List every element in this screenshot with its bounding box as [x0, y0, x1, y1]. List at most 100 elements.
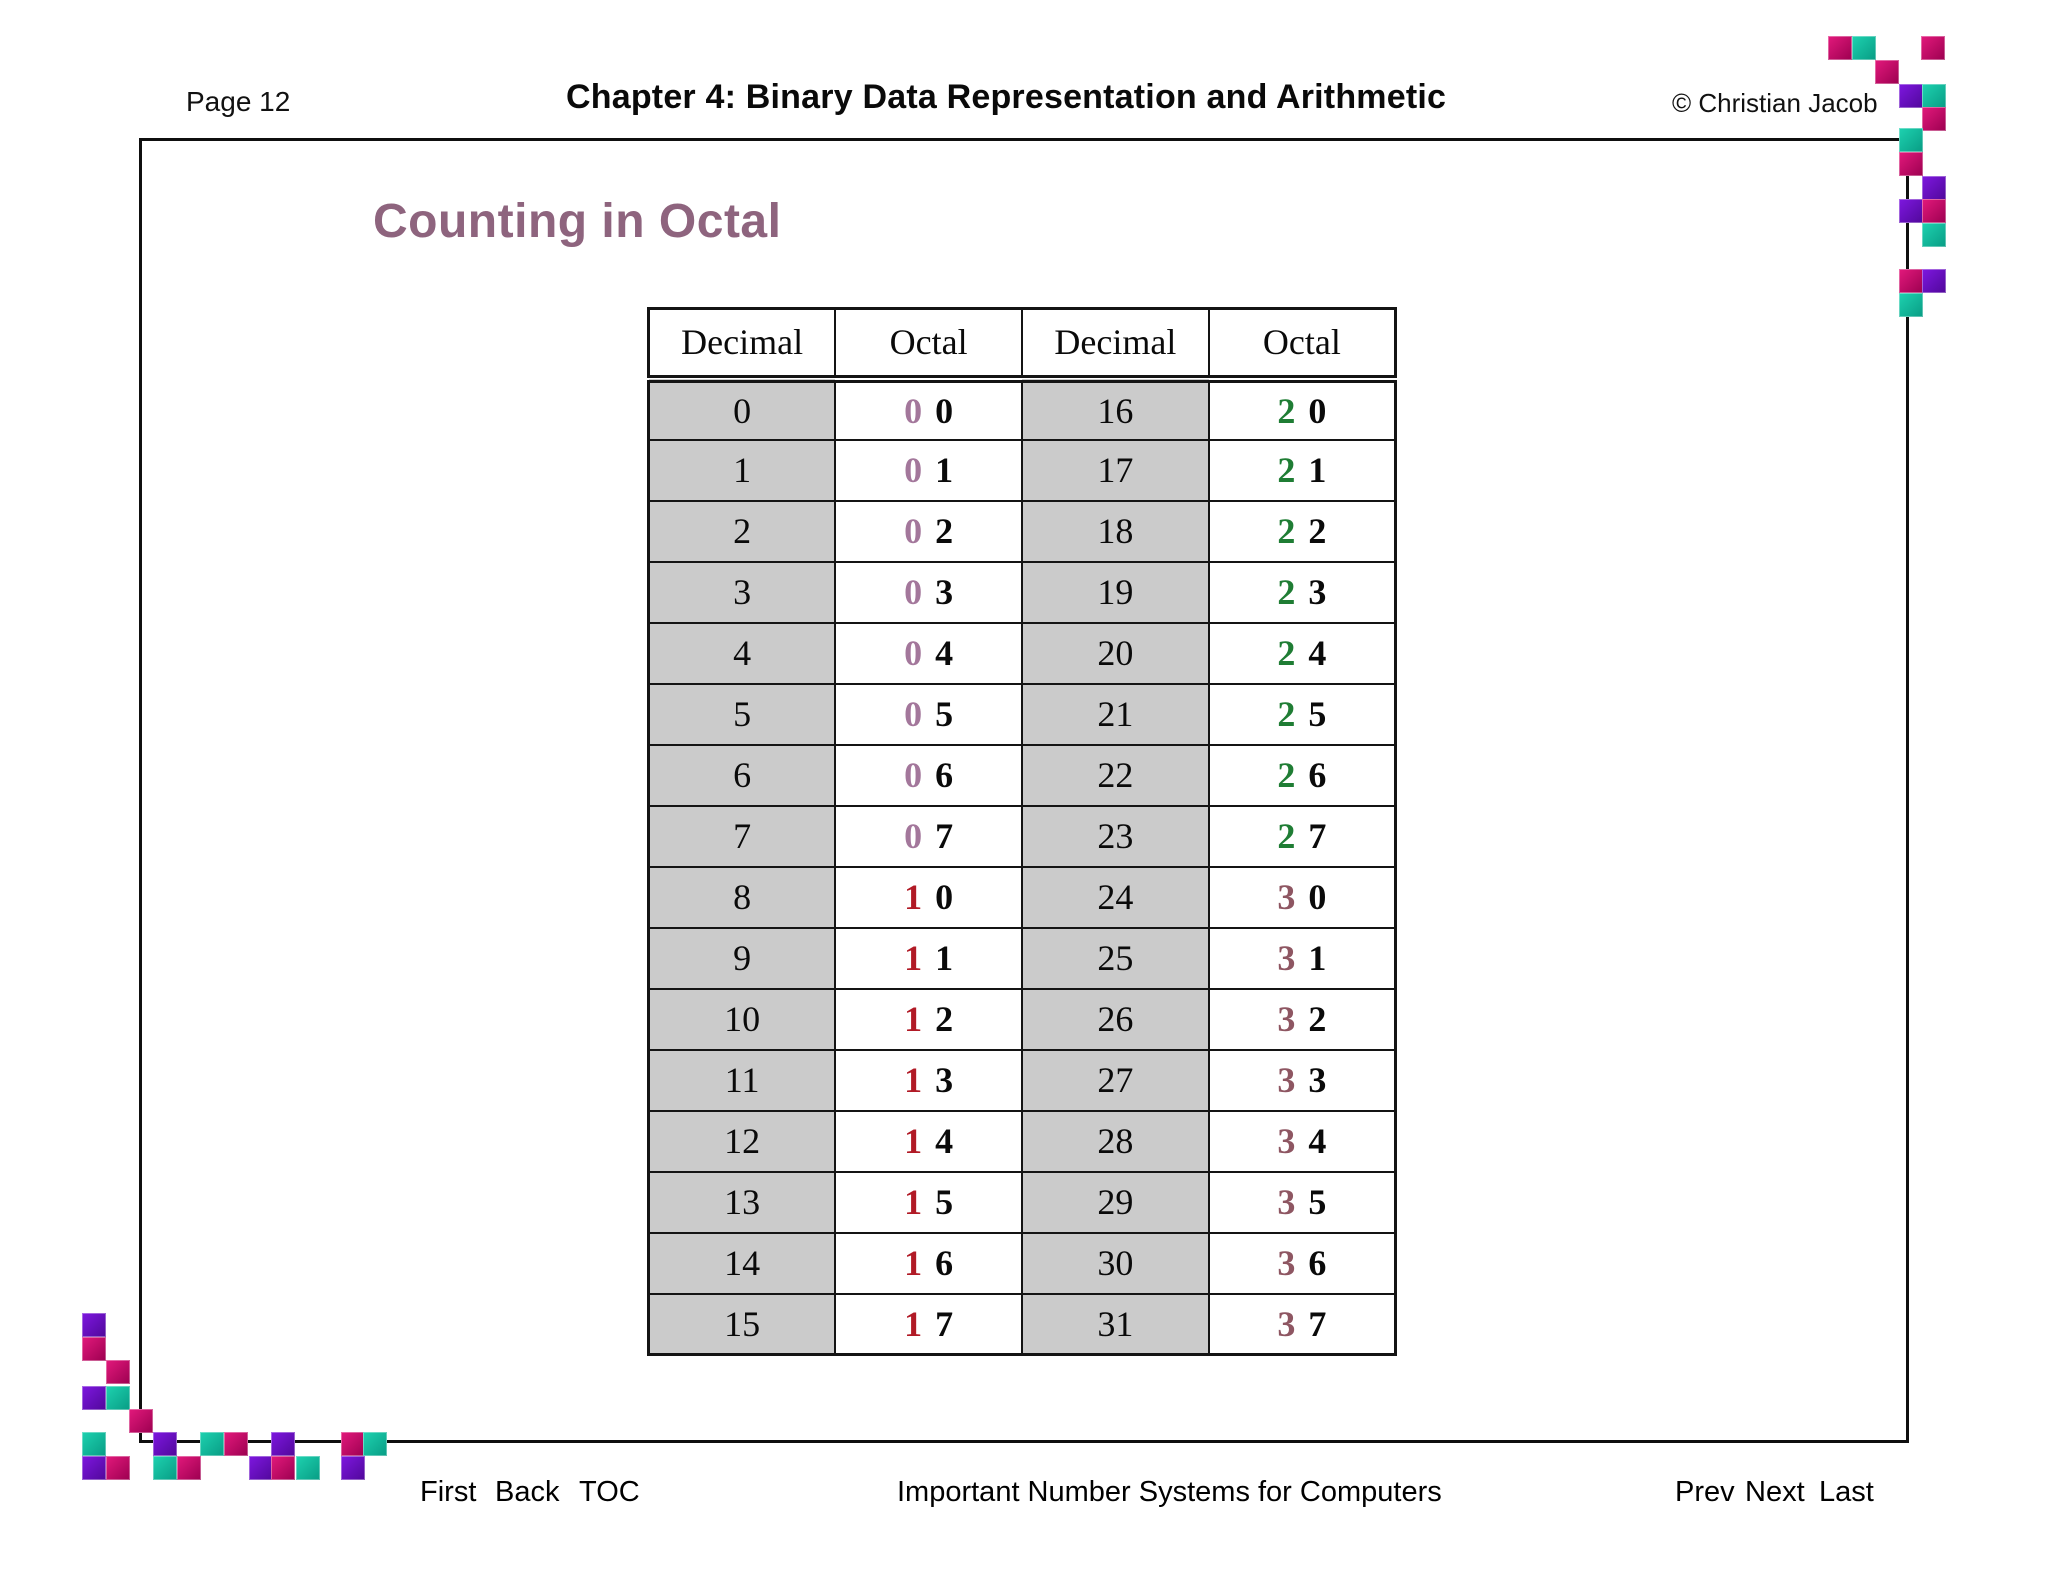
decimal-cell: 11	[647, 1048, 837, 1112]
decimal-cell: 17	[1021, 438, 1210, 502]
octal-prefix-digit: 3	[1277, 1303, 1296, 1344]
decorative-square	[1922, 84, 1946, 108]
octal-prefix-digit: 0	[904, 390, 923, 431]
octal-second-digit: 7	[1308, 1303, 1327, 1344]
table-header: Decimal Octal Decimal Octal	[647, 307, 1397, 383]
decorative-square	[106, 1386, 130, 1410]
octal-prefix-digit: 1	[904, 938, 923, 978]
octal-second-digit: 0	[1308, 877, 1327, 917]
decorative-square	[1852, 36, 1876, 60]
octal-prefix-digit: 2	[1277, 450, 1296, 490]
nav-link-back[interactable]: Back	[495, 1476, 560, 1508]
octal-prefix-digit: 3	[1277, 1243, 1296, 1283]
octal-prefix-digit: 0	[904, 511, 923, 551]
decimal-cell: 18	[1021, 499, 1210, 563]
octal-prefix-digit: 3	[1277, 1121, 1296, 1161]
decorative-square	[1921, 36, 1945, 60]
decorative-square	[82, 1337, 106, 1361]
decimal-cell: 30	[1021, 1231, 1210, 1295]
octal-prefix-digit: 1	[904, 1060, 923, 1100]
decimal-cell: 4	[647, 621, 837, 685]
decorative-square	[82, 1386, 106, 1410]
octal-prefix-digit: 1	[904, 1182, 923, 1222]
octal-second-digit: 2	[935, 511, 954, 551]
octal-second-digit: 3	[1308, 572, 1327, 612]
octal-prefix-digit: 3	[1277, 999, 1296, 1039]
table-row: 8 1 0 24 3 0	[647, 865, 1397, 929]
decimal-cell: 7	[647, 804, 837, 868]
octal-prefix-digit: 3	[1277, 938, 1296, 978]
octal-second-digit: 7	[1308, 816, 1327, 856]
decorative-square	[1922, 199, 1946, 223]
decimal-cell: 19	[1021, 560, 1210, 624]
decimal-cell: 16	[1021, 377, 1210, 441]
decimal-cell: 8	[647, 865, 837, 929]
table-row: 11 1 3 27 3 3	[647, 1048, 1397, 1112]
decimal-cell: 21	[1021, 682, 1210, 746]
octal-second-digit: 7	[935, 1303, 954, 1344]
table-row: 2 0 2 18 2 2	[647, 499, 1397, 563]
table-row: 9 1 1 25 3 1	[647, 926, 1397, 990]
decimal-cell: 12	[647, 1109, 837, 1173]
octal-prefix-digit: 1	[904, 877, 923, 917]
table-header-row: Decimal Octal Decimal Octal	[647, 307, 1397, 383]
octal-second-digit: 0	[935, 390, 954, 431]
table-row: 5 0 5 21 2 5	[647, 682, 1397, 746]
nav-link-last[interactable]: Last	[1819, 1476, 1874, 1508]
table-row: 6 0 6 22 2 6	[647, 743, 1397, 807]
nav-link-prev[interactable]: Prev	[1675, 1476, 1735, 1508]
decimal-cell: 26	[1021, 987, 1210, 1051]
octal-prefix-digit: 1	[904, 1303, 923, 1344]
decimal-cell: 3	[647, 560, 837, 624]
decimal-cell: 31	[1021, 1292, 1210, 1356]
table-row: 12 1 4 28 3 4	[647, 1109, 1397, 1173]
column-header-decimal-left: Decimal	[647, 307, 837, 383]
octal-counting-table: Decimal Octal Decimal Octal 0 0 0 16 2 0 1 0 1 17…	[647, 307, 1397, 1356]
octal-prefix-digit: 2	[1277, 572, 1296, 612]
octal-prefix-digit: 1	[904, 999, 923, 1039]
octal-second-digit: 2	[1308, 511, 1327, 551]
decorative-square	[106, 1360, 130, 1384]
decorative-square	[1875, 60, 1899, 84]
decimal-cell: 28	[1021, 1109, 1210, 1173]
table-row: 7 0 7 23 2 7	[647, 804, 1397, 868]
octal-prefix-digit: 3	[1277, 877, 1296, 917]
copyright-notice: © Christian Jacob	[1672, 88, 1878, 118]
nav-link-toc[interactable]: TOC	[579, 1476, 640, 1508]
octal-second-digit: 3	[935, 1060, 954, 1100]
decimal-cell: 27	[1021, 1048, 1210, 1112]
table-row: 0 0 0 16 2 0	[647, 377, 1397, 441]
octal-second-digit: 5	[935, 1182, 954, 1222]
octal-prefix-digit: 2	[1277, 816, 1296, 856]
octal-prefix-digit: 2	[1277, 390, 1296, 431]
decimal-cell: 25	[1021, 926, 1210, 990]
nav-link-first[interactable]: First	[420, 1476, 477, 1508]
octal-prefix-digit: 1	[904, 1121, 923, 1161]
nav-link-next[interactable]: Next	[1745, 1476, 1805, 1508]
table-row: 13 1 5 29 3 5	[647, 1170, 1397, 1234]
octal-prefix-digit: 0	[904, 633, 923, 673]
decimal-cell: 23	[1021, 804, 1210, 868]
octal-second-digit: 1	[935, 450, 954, 490]
decimal-cell: 9	[647, 926, 837, 990]
column-header-octal-right: Octal	[1207, 307, 1397, 383]
octal-prefix-digit: 1	[904, 1243, 923, 1283]
